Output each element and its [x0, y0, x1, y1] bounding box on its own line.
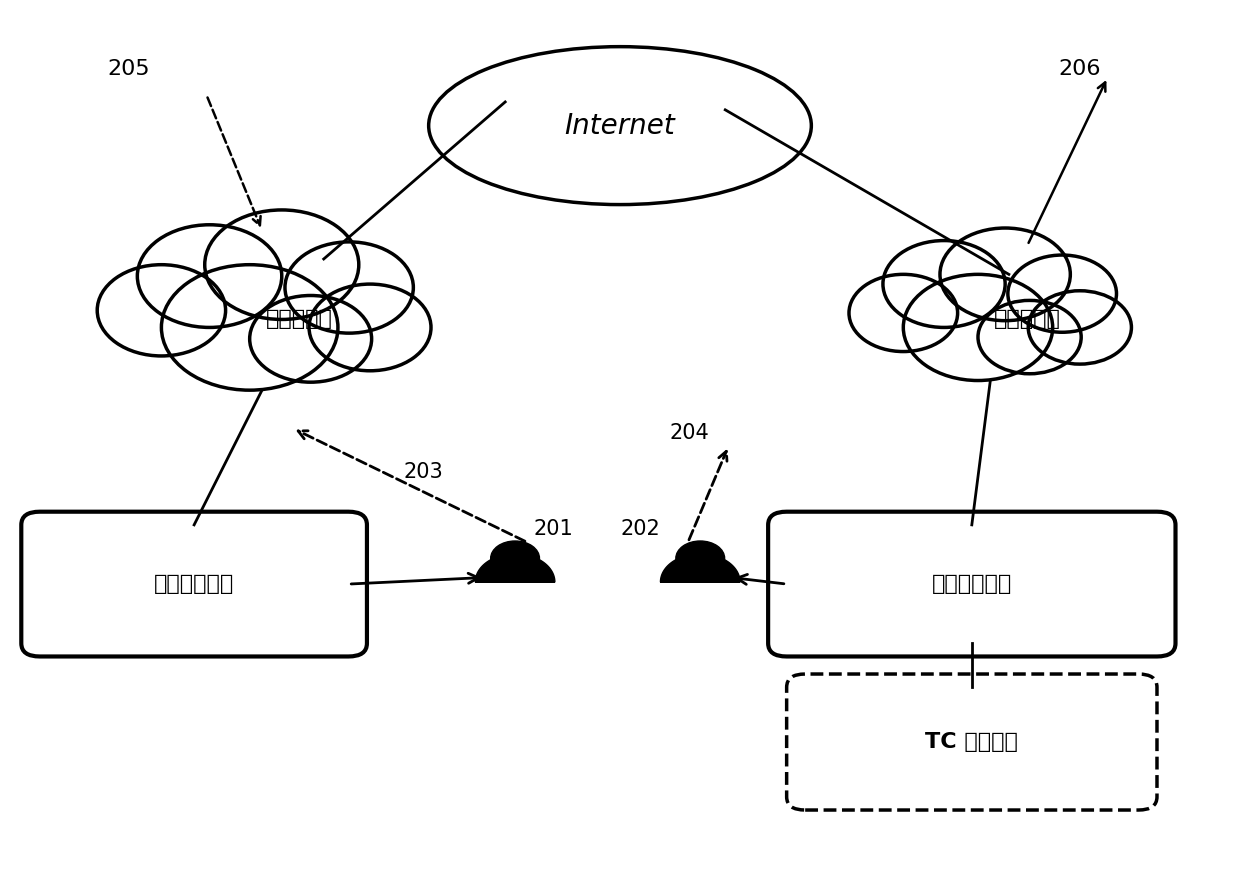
Circle shape: [138, 225, 281, 328]
Text: 202: 202: [620, 519, 660, 540]
Text: 203: 203: [404, 462, 444, 482]
Circle shape: [940, 228, 1070, 321]
Polygon shape: [475, 554, 554, 582]
Text: 201: 201: [533, 519, 573, 540]
Circle shape: [1028, 291, 1131, 364]
Circle shape: [1008, 255, 1116, 332]
Text: 第一传输单元: 第一传输单元: [154, 574, 234, 594]
Ellipse shape: [429, 47, 811, 205]
Circle shape: [849, 275, 957, 351]
Circle shape: [249, 296, 372, 382]
Circle shape: [161, 265, 339, 390]
Text: 异构接入网: 异构接入网: [265, 309, 332, 328]
Circle shape: [97, 265, 226, 356]
Text: 204: 204: [670, 423, 709, 442]
Polygon shape: [661, 554, 740, 582]
Circle shape: [205, 210, 358, 320]
Text: Internet: Internet: [564, 111, 676, 140]
FancyBboxPatch shape: [768, 511, 1176, 656]
Circle shape: [285, 242, 413, 333]
Text: 异构接入网: 异构接入网: [994, 309, 1060, 328]
Circle shape: [978, 300, 1081, 374]
Text: TC 调度模块: TC 调度模块: [925, 732, 1018, 752]
Circle shape: [883, 240, 1006, 328]
Text: 206: 206: [1058, 58, 1101, 79]
FancyBboxPatch shape: [21, 511, 367, 656]
FancyBboxPatch shape: [786, 674, 1157, 810]
Circle shape: [903, 275, 1053, 381]
Text: 205: 205: [108, 58, 150, 79]
Circle shape: [676, 541, 724, 576]
Circle shape: [491, 541, 539, 576]
Circle shape: [309, 284, 432, 371]
Text: 第二传输单元: 第二传输单元: [931, 574, 1012, 594]
